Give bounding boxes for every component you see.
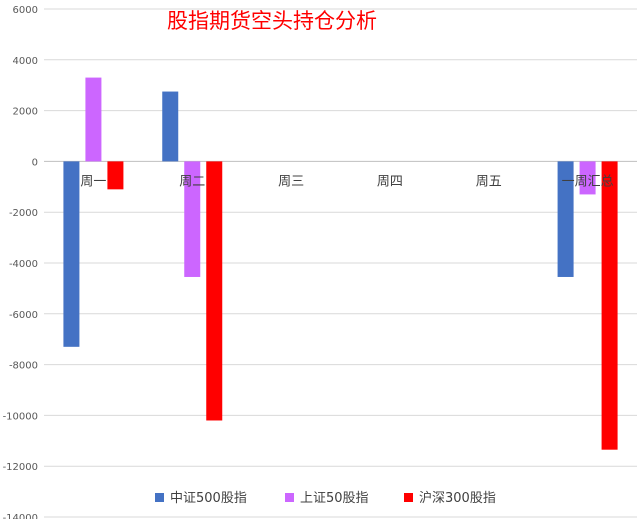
bar bbox=[63, 161, 80, 347]
bar bbox=[557, 161, 574, 277]
y-tick-label: 6000 bbox=[13, 5, 38, 16]
x-axis-category-labels: 周一 周二 周三 周四 周五 一周汇总 bbox=[80, 174, 613, 189]
bar bbox=[107, 161, 124, 190]
y-tick-label: 2000 bbox=[13, 107, 38, 118]
legend-item: 上证50股指 bbox=[285, 491, 369, 506]
grid-layer bbox=[44, 8, 637, 518]
legend-item: 中证500股指 bbox=[155, 491, 247, 506]
bar bbox=[579, 161, 596, 195]
y-tick-label: -14000 bbox=[3, 513, 38, 519]
x-category-label: 一周汇总 bbox=[562, 174, 614, 189]
y-tick-label: -12000 bbox=[3, 462, 38, 473]
y-tick-label: -4000 bbox=[9, 259, 38, 270]
y-tick-label: -10000 bbox=[3, 411, 38, 422]
y-tick-label: 0 bbox=[32, 157, 38, 168]
legend-label: 上证50股指 bbox=[300, 491, 369, 506]
x-category-label: 周四 bbox=[377, 174, 403, 189]
y-tick-label: -8000 bbox=[9, 361, 38, 372]
legend-swatch bbox=[155, 493, 164, 502]
bar bbox=[601, 161, 618, 450]
legend-label: 中证500股指 bbox=[170, 491, 247, 506]
x-category-label: 周二 bbox=[179, 174, 205, 189]
x-category-label: 周三 bbox=[278, 174, 304, 189]
bar bbox=[184, 161, 201, 277]
bar bbox=[206, 161, 223, 421]
legend-item: 沪深300股指 bbox=[404, 490, 496, 506]
legend-swatch bbox=[285, 493, 294, 502]
bar bbox=[162, 91, 179, 162]
x-category-label: 周一 bbox=[80, 174, 106, 189]
x-category-label: 周五 bbox=[476, 174, 502, 189]
y-axis-tick-labels: 6000 4000 2000 0 -2000 -4000 -6000 -8000 -10000 -… bbox=[3, 5, 38, 519]
chart-title: 股指期货空头持仓分析 bbox=[167, 9, 377, 33]
y-tick-label: -2000 bbox=[9, 208, 38, 219]
bar bbox=[85, 77, 102, 162]
bars-layer bbox=[63, 77, 618, 450]
legend-swatch bbox=[404, 493, 413, 502]
legend: 中证500股指 上证50股指 沪深300股指 bbox=[155, 490, 496, 506]
y-tick-label: 4000 bbox=[13, 56, 38, 67]
legend-label: 沪深300股指 bbox=[419, 490, 496, 506]
y-tick-label: -6000 bbox=[9, 310, 38, 321]
